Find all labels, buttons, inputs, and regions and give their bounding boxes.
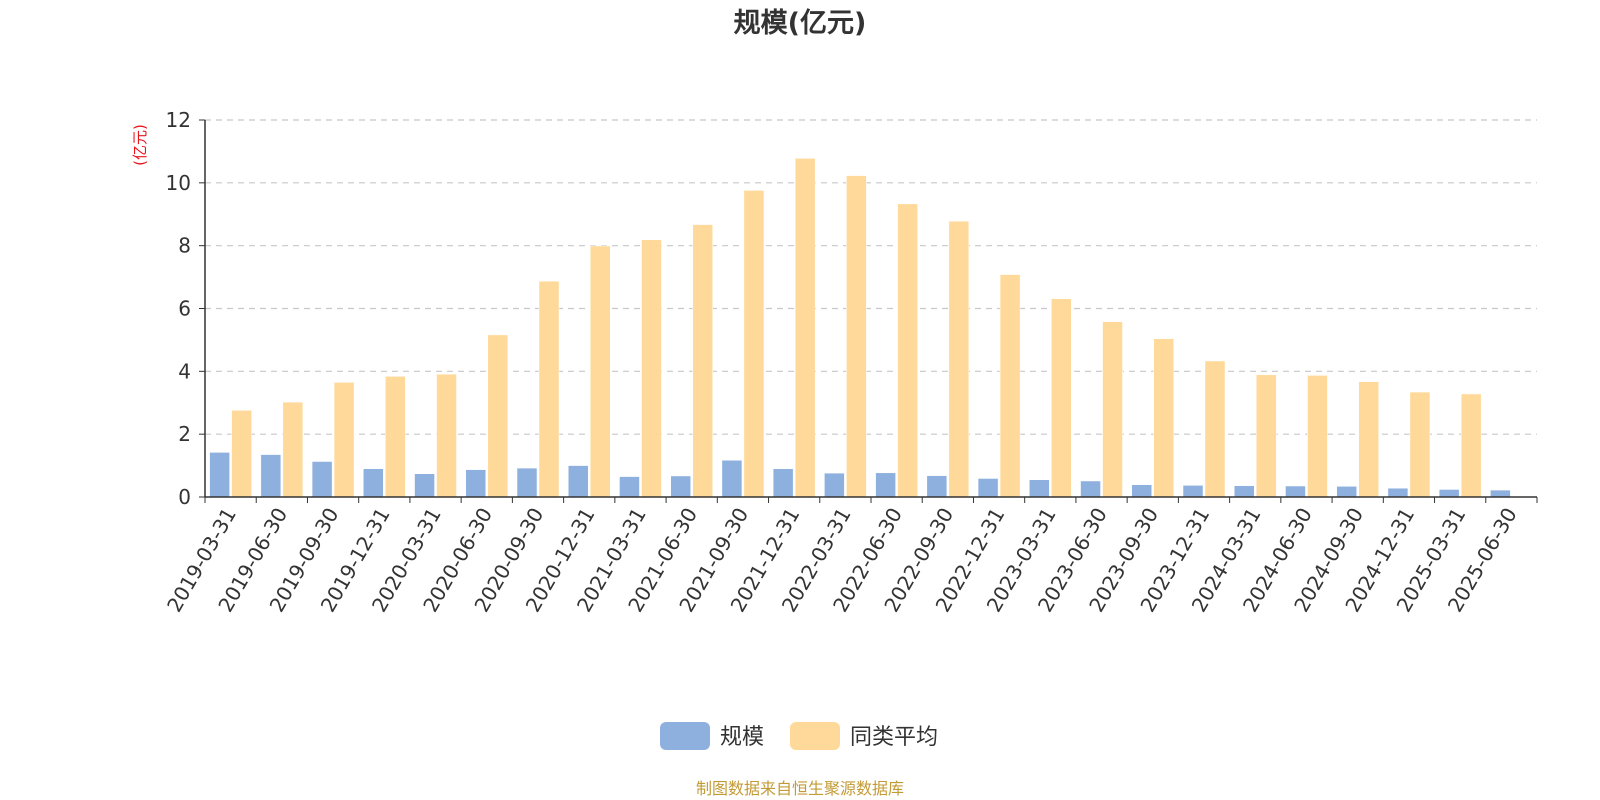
bar-scale[interactable] <box>465 469 487 498</box>
bar-scale[interactable] <box>875 472 896 498</box>
bar-scale[interactable] <box>1233 485 1255 498</box>
bar-peer-average[interactable] <box>436 373 457 498</box>
bar-peer-average[interactable] <box>897 203 918 498</box>
bar-scale[interactable] <box>1490 489 1511 498</box>
bar-peer-average[interactable] <box>538 280 560 498</box>
legend-label-scale[interactable]: 规模 <box>720 725 764 750</box>
bar-peer-average[interactable] <box>1409 391 1431 498</box>
bar-scale[interactable] <box>1438 489 1460 498</box>
bar-scale[interactable] <box>1336 486 1357 498</box>
bar-peer-average[interactable] <box>333 382 355 498</box>
bar-peer-average[interactable] <box>385 376 406 498</box>
bar-peer-average[interactable] <box>794 158 816 498</box>
bar-scale[interactable] <box>1131 484 1153 498</box>
bar-scale[interactable] <box>260 454 282 498</box>
bar-scale[interactable] <box>1285 485 1306 498</box>
x-tick-labels: 2019-03-312019-06-302019-09-302019-12-31… <box>162 504 1522 617</box>
bar-peer-average[interactable] <box>692 224 713 498</box>
bar-peer-average[interactable] <box>589 245 611 498</box>
bar-scale[interactable] <box>721 459 743 498</box>
bar-peer-average[interactable] <box>231 410 252 498</box>
bar-peer-average[interactable] <box>1358 381 1379 498</box>
bar-peer-average[interactable] <box>999 274 1021 498</box>
bar-peer-average[interactable] <box>948 220 970 498</box>
bar-scale[interactable] <box>363 468 384 498</box>
bar-scale[interactable] <box>1029 479 1050 498</box>
bar-scale[interactable] <box>772 468 794 498</box>
data-source-note: 制图数据来自恒生聚源数据库 <box>695 779 904 798</box>
bar-peer-average[interactable] <box>743 190 765 498</box>
bar-scale[interactable] <box>824 472 845 498</box>
bar-peer-average[interactable] <box>1153 338 1175 498</box>
bar-peer-average[interactable] <box>1255 374 1277 498</box>
bar-scale[interactable] <box>1080 480 1101 498</box>
bar-scale[interactable] <box>977 478 999 498</box>
y-tick-label: 4 <box>178 359 191 383</box>
y-tick-label: 6 <box>178 297 191 321</box>
bar-peer-average[interactable] <box>1102 321 1123 498</box>
y-tick-label: 10 <box>166 171 191 195</box>
chart-title: 规模(亿元) <box>733 8 867 39</box>
bar-scale[interactable] <box>311 461 333 498</box>
bar-peer-average[interactable] <box>641 239 662 498</box>
bar-scale[interactable] <box>567 465 589 498</box>
bar-scale[interactable] <box>619 476 640 498</box>
bar-peer-average[interactable] <box>846 175 867 498</box>
bars <box>209 158 1511 498</box>
y-tick-label: 0 <box>178 485 191 509</box>
bar-peer-average[interactable] <box>1307 375 1328 498</box>
bar-scale[interactable] <box>1182 485 1204 498</box>
axes <box>199 119 1538 503</box>
y-tick-label: 12 <box>166 108 191 132</box>
bar-peer-average[interactable] <box>1051 298 1072 498</box>
y-tick-label: 2 <box>178 422 191 446</box>
legend-swatch-peer-average[interactable] <box>790 722 840 750</box>
bar-peer-average[interactable] <box>282 401 304 498</box>
bar-scale[interactable] <box>414 473 435 498</box>
bar-scale[interactable] <box>516 467 538 498</box>
y-axis-unit-label: (亿元) <box>131 124 149 166</box>
bar-scale[interactable] <box>926 475 948 498</box>
bar-scale[interactable] <box>1387 487 1409 498</box>
legend[interactable]: 规模 同类平均 <box>660 722 938 750</box>
bar-peer-average[interactable] <box>487 334 509 498</box>
grid-lines <box>205 119 1537 435</box>
y-tick-label: 8 <box>178 234 191 258</box>
bar-scale[interactable] <box>670 475 691 498</box>
bar-scale[interactable] <box>209 452 230 498</box>
bar-peer-average[interactable] <box>1460 393 1482 498</box>
bar-peer-average[interactable] <box>1204 360 1226 498</box>
legend-swatch-scale[interactable] <box>660 722 710 750</box>
y-tick-labels: 0 2 4 6 8 10 12 <box>166 108 191 509</box>
legend-label-peer-average[interactable]: 同类平均 <box>850 725 938 750</box>
